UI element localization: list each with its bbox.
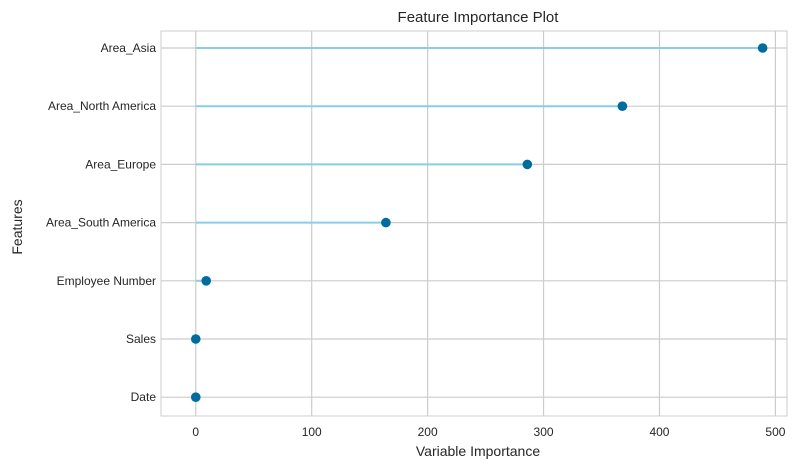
x-tick-label: 100 — [302, 425, 322, 439]
stems — [195, 47, 763, 282]
x-tick-label: 200 — [418, 425, 438, 439]
data-point — [617, 101, 628, 111]
y-tick-label: Date — [131, 390, 157, 404]
y-tick-label: Area_North America — [48, 99, 156, 113]
data-point — [201, 276, 212, 286]
y-tick-label: Area_Europe — [85, 157, 156, 171]
y-tick-label: Sales — [126, 332, 156, 346]
x-tick-label: 400 — [649, 425, 669, 439]
y-tick-label: Area_South America — [46, 216, 156, 230]
x-tick-label: 500 — [765, 425, 785, 439]
data-point — [190, 334, 201, 344]
x-axis-label: Variable Importance — [416, 443, 540, 459]
x-tick-labels: 0 100 200 300 400 500 — [192, 425, 785, 439]
x-tick-label: 0 — [192, 425, 199, 439]
points — [190, 43, 768, 403]
chart-title: Feature Importance Plot — [398, 9, 560, 26]
y-tick-labels: Area_Asia Area_North America Area_Europe Ar… — [46, 41, 156, 404]
data-point — [190, 392, 201, 403]
plot-frame — [160, 30, 788, 417]
x-tick-label: 300 — [534, 425, 554, 439]
data-point — [522, 159, 533, 170]
y-tick-label: Area_Asia — [101, 41, 157, 55]
y-tick-label: Employee Number — [57, 274, 156, 288]
data-point — [381, 217, 391, 228]
y-axis-label: Features — [9, 199, 25, 254]
data-point — [757, 43, 768, 53]
